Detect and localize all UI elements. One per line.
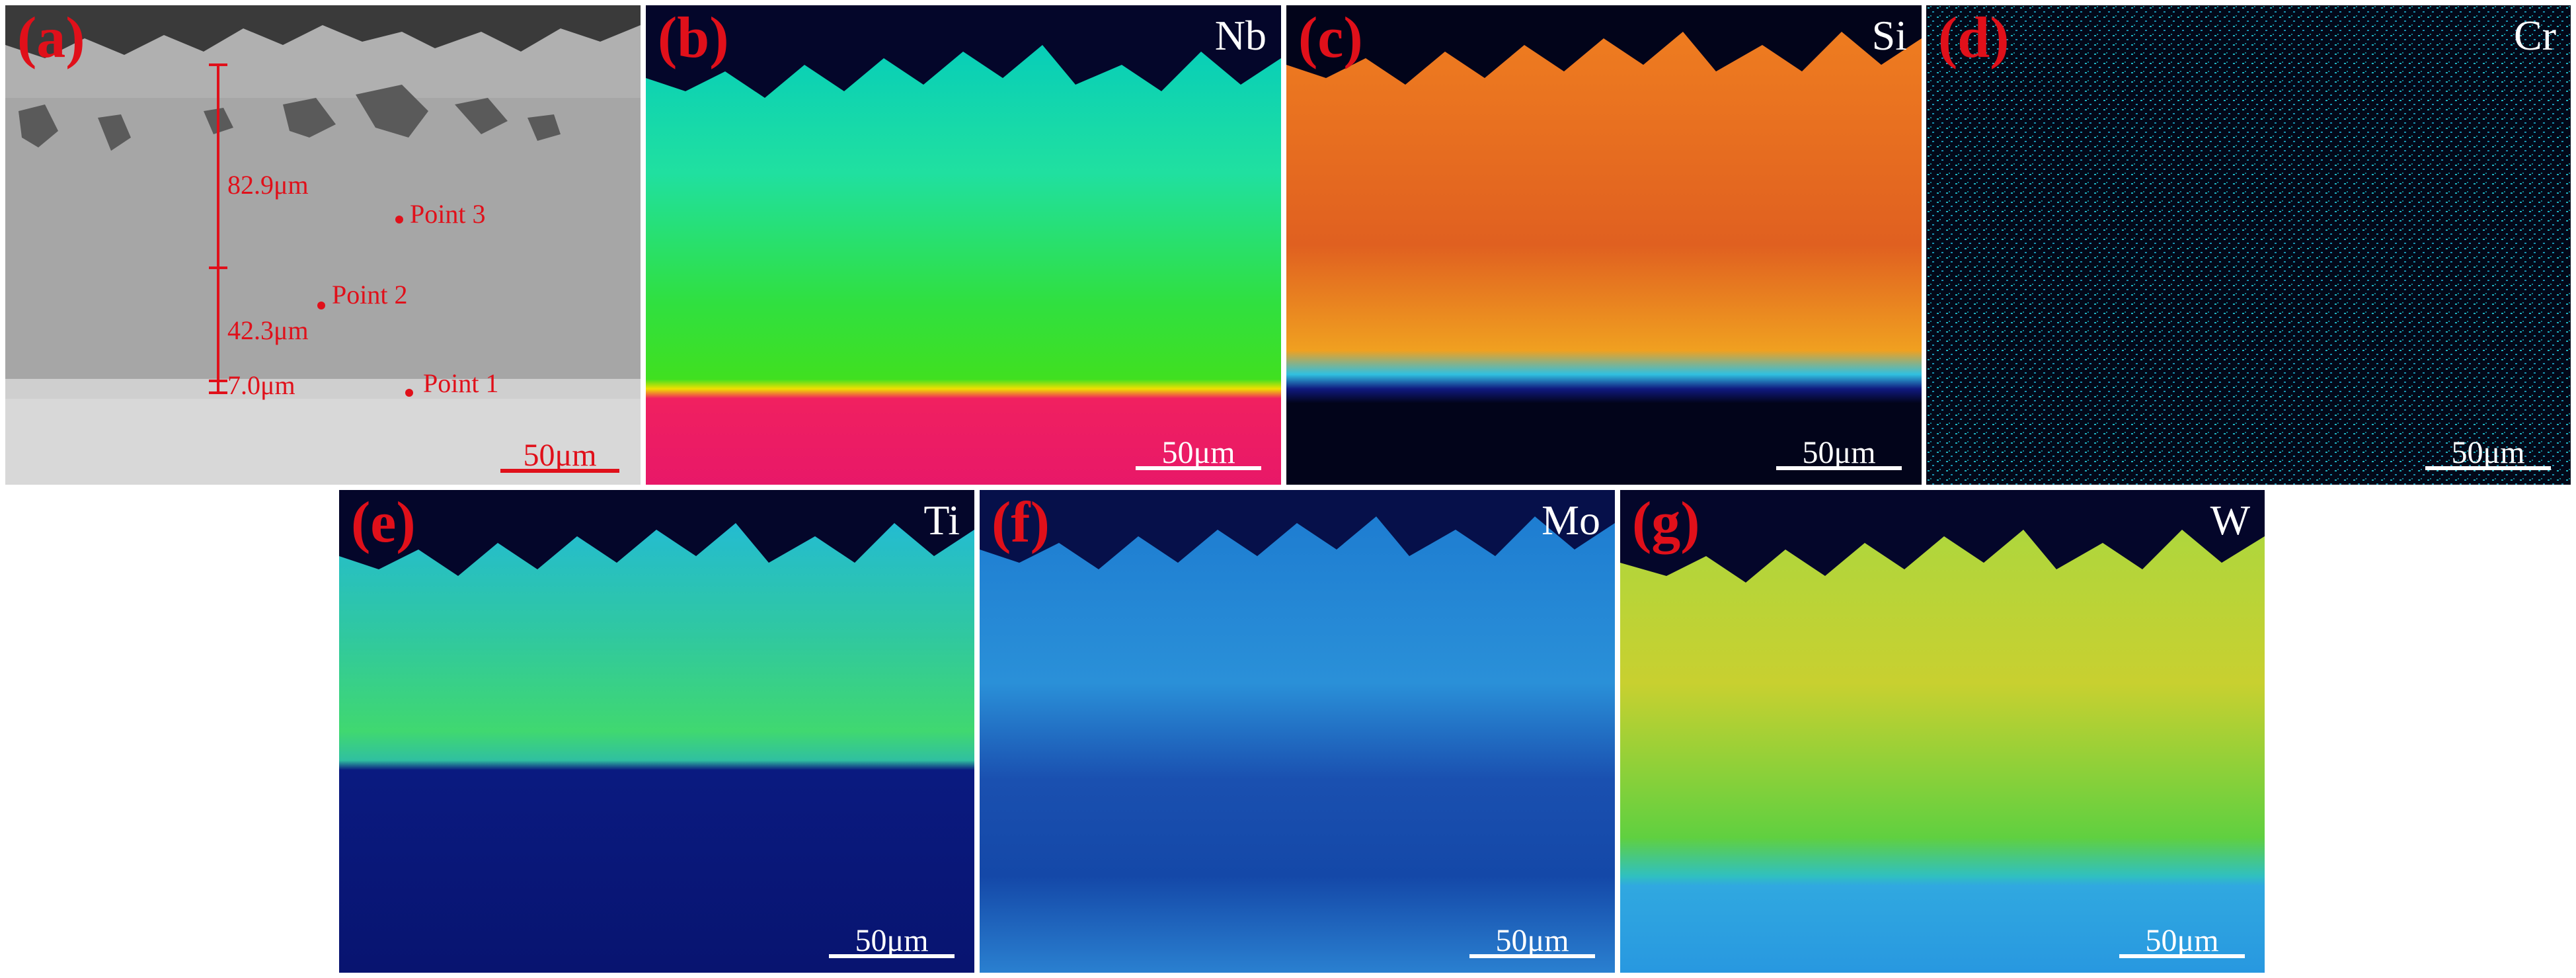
scale-bar-line xyxy=(2119,954,2245,958)
panel-label: (d) xyxy=(1938,6,2010,70)
nb-elemental-map xyxy=(646,5,1281,485)
element-label: Cr xyxy=(2514,12,2556,59)
panel-b-nb-map: (b) Nb 50μm xyxy=(646,5,1281,485)
panel-label: (e) xyxy=(351,491,416,555)
scale-bar-label: 50μm xyxy=(2451,435,2525,470)
sem-micrograph xyxy=(5,5,641,485)
bracket-tick-top xyxy=(209,63,227,66)
panel-label: (g) xyxy=(1632,491,1700,555)
scale-bar-label: 50μm xyxy=(1495,923,1569,958)
thickness-bracket-line xyxy=(217,63,219,394)
scale-bar-line xyxy=(2425,466,2551,470)
scale-bar-label: 50μm xyxy=(1802,435,1876,470)
scale-bar: 50μm xyxy=(829,925,955,958)
panel-d-cr-map: (d) Cr 50μm xyxy=(1926,5,2571,485)
point-1-label: Point 1 xyxy=(423,368,499,398)
element-label: Nb xyxy=(1214,12,1267,59)
point-3-marker xyxy=(395,216,403,224)
scale-bar-label: 50μm xyxy=(1161,435,1235,470)
si-elemental-map xyxy=(1286,5,1922,485)
thickness-label-middle: 42.3μm xyxy=(227,315,309,345)
element-label: Mo xyxy=(1542,497,1600,544)
thickness-label-outer: 82.9μm xyxy=(227,170,309,200)
mo-elemental-map xyxy=(980,490,1615,973)
scale-bar-label: 50μm xyxy=(855,923,929,958)
cr-elemental-map xyxy=(1926,5,2571,485)
point-1-marker xyxy=(405,389,413,397)
scale-bar: 50μm xyxy=(2119,925,2245,958)
thickness-label-inner: 7.0μm xyxy=(227,370,295,400)
element-label: W xyxy=(2210,497,2250,544)
scale-bar-line xyxy=(829,954,955,958)
panel-g-w-map: (g) W 50μm xyxy=(1620,490,2265,973)
scale-bar: 50μm xyxy=(500,440,619,473)
scale-bar-label: 50μm xyxy=(2145,923,2219,958)
panel-f-mo-map: (f) Mo 50μm xyxy=(980,490,1615,973)
bracket-tick-low xyxy=(209,380,227,382)
panel-label: (c) xyxy=(1298,6,1363,70)
panel-label: (b) xyxy=(658,6,729,70)
panel-label: (f) xyxy=(992,491,1050,555)
panel-label: (a) xyxy=(17,6,85,70)
ti-elemental-map xyxy=(339,490,974,973)
w-elemental-map xyxy=(1620,490,2265,973)
element-label: Si xyxy=(1871,12,1907,59)
scale-bar: 50μm xyxy=(1469,925,1595,958)
scale-bar-label: 50μm xyxy=(523,438,597,473)
point-2-label: Point 2 xyxy=(332,280,408,309)
bracket-tick-mid xyxy=(209,266,227,269)
element-label: Ti xyxy=(923,497,960,544)
scale-bar: 50μm xyxy=(1136,437,1261,470)
scale-bar-line xyxy=(500,469,619,473)
panel-c-si-map: (c) Si 50μm xyxy=(1286,5,1922,485)
bracket-tick-bottom xyxy=(209,391,227,394)
scale-bar: 50μm xyxy=(1776,437,1902,470)
scale-bar-line xyxy=(1469,954,1595,958)
point-3-label: Point 3 xyxy=(410,199,486,229)
scale-bar: 50μm xyxy=(2425,437,2551,470)
point-2-marker xyxy=(317,302,325,309)
scale-bar-line xyxy=(1776,466,1902,470)
scale-bar-line xyxy=(1136,466,1261,470)
panel-e-ti-map: (e) Ti 50μm xyxy=(339,490,974,973)
panel-a-sem-image: (a) 82.9μm 42.3μm 7.0μm Point 3 Point 2 … xyxy=(5,5,641,485)
